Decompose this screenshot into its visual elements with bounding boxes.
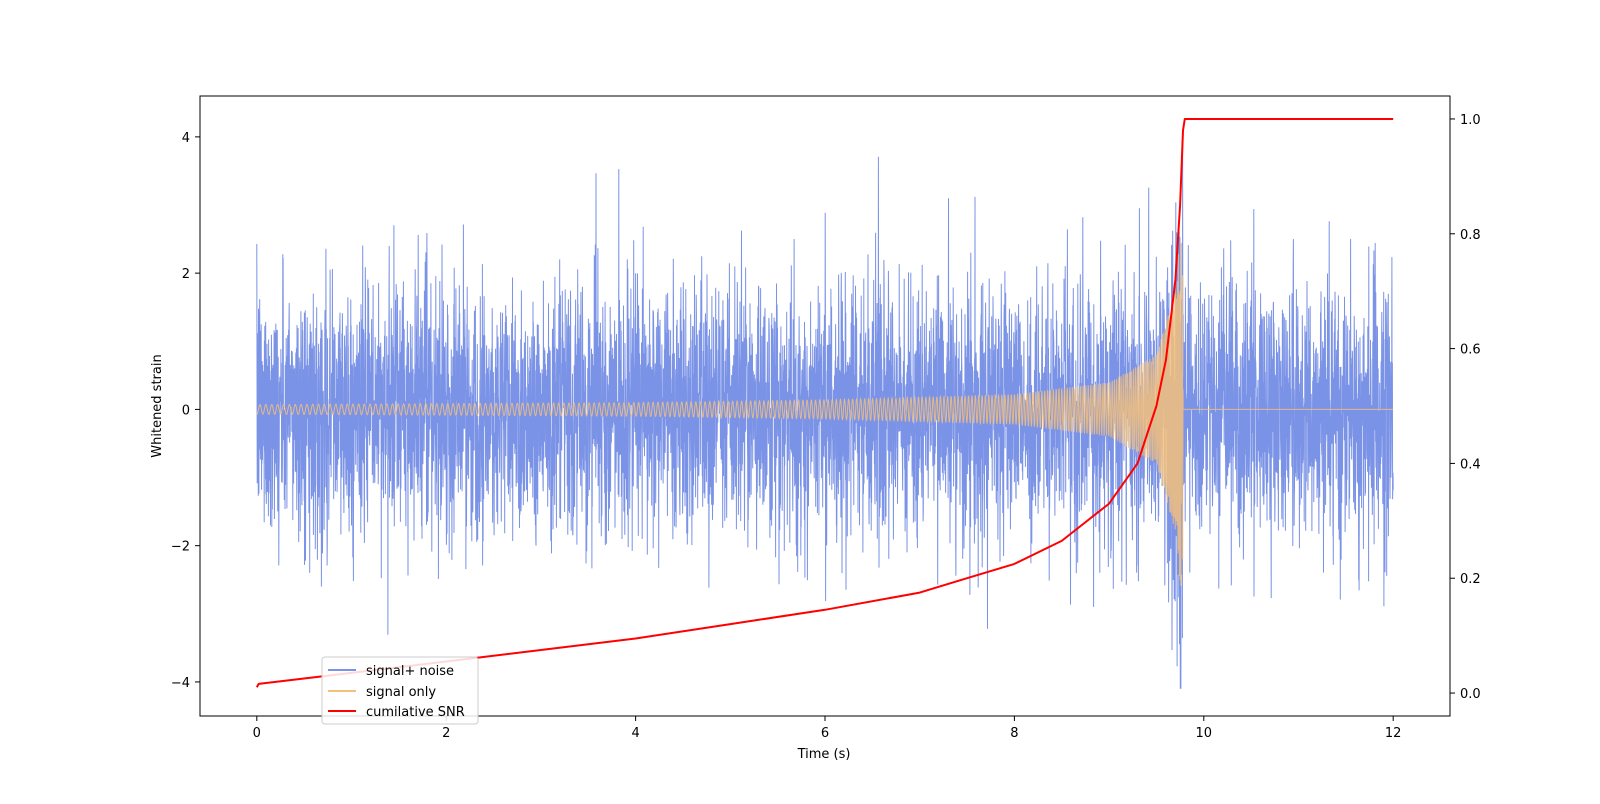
legend-label-signal-noise: signal+ noise (366, 664, 454, 679)
y2-tick-label: 0.4 (1460, 457, 1481, 472)
series-layer (255, 118, 1394, 689)
x-tick-label: 0 (253, 726, 261, 741)
y-tick-label: −2 (171, 540, 190, 555)
y2-tick-label: 0.2 (1460, 572, 1481, 587)
x-tick-label: 10 (1196, 726, 1213, 741)
y2-tick-label: 0.0 (1460, 687, 1481, 702)
series-line-signal-only (256, 243, 1394, 587)
y-axis-left: −4 −2 0 2 4 (171, 131, 200, 691)
y2-tick-label: 0.8 (1460, 228, 1481, 243)
x-tick-label: 12 (1385, 726, 1402, 741)
y-axis-label: Whitened strain (150, 354, 165, 457)
x-tick-label: 4 (631, 726, 639, 741)
x-tick-label: 8 (1010, 726, 1018, 741)
y-tick-label: −4 (171, 676, 190, 691)
y-tick-label: 2 (182, 267, 190, 282)
x-tick-label: 6 (821, 726, 829, 741)
y-tick-label: 4 (182, 131, 190, 146)
legend: signal+ noise signal only cumilative SNR (321, 656, 479, 725)
y2-tick-label: 0.6 (1460, 343, 1481, 358)
y2-tick-label: 1.0 (1460, 113, 1481, 128)
x-axis-label: Time (s) (797, 747, 851, 762)
y-tick-label: 0 (182, 403, 190, 418)
series-line-signal-noise (256, 143, 1394, 689)
legend-label-signal-only: signal only (366, 685, 436, 700)
legend-frame (321, 656, 479, 725)
x-tick-label: 2 (442, 726, 450, 741)
legend-label-cumulative-snr: cumilative SNR (366, 705, 465, 720)
y-axis-right: 0.0 0.2 0.4 0.6 0.8 1.0 (1450, 113, 1481, 702)
